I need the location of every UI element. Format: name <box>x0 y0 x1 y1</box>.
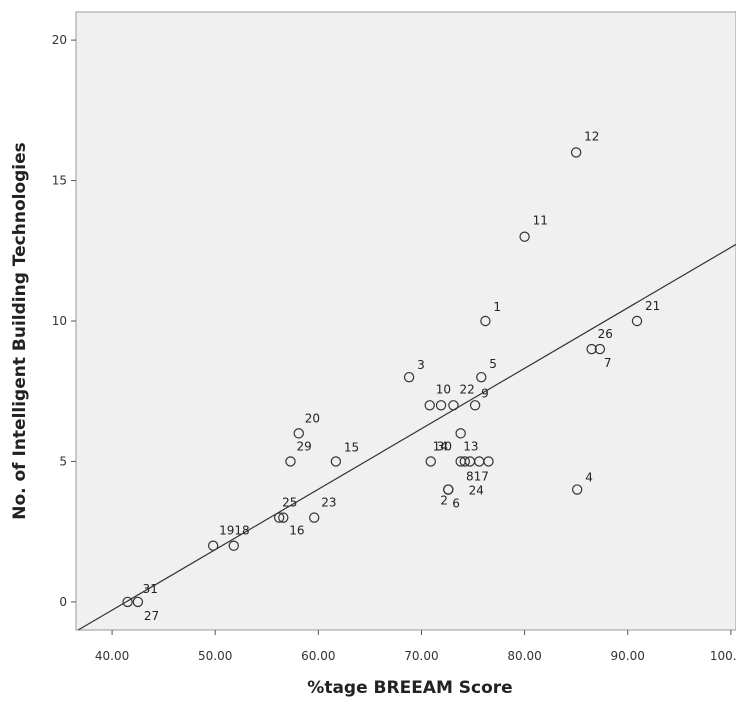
data-point <box>228 540 239 551</box>
data-point <box>132 596 144 608</box>
points-layer <box>122 147 643 608</box>
point-label: 2 <box>440 494 448 508</box>
data-point <box>459 456 470 467</box>
data-point <box>631 315 643 327</box>
point-label: 11 <box>533 214 548 228</box>
x-tick-label: 90.00 <box>611 649 645 663</box>
fit-line-layer <box>77 243 736 631</box>
data-point <box>425 456 436 467</box>
y-axis: 0 5 10 15 20 <box>52 33 76 609</box>
point-label: 14 <box>433 439 448 453</box>
point-label: 817 <box>466 469 489 483</box>
point-label: 15 <box>344 440 359 454</box>
data-point <box>273 512 285 523</box>
data-point <box>285 456 296 467</box>
data-point <box>443 484 454 495</box>
x-axis-title: %tage BREEAM Score <box>307 678 512 698</box>
data-point <box>480 315 491 327</box>
point-label: 27 <box>144 609 159 623</box>
y-tick-label: 20 <box>52 33 67 47</box>
data-point <box>424 400 435 411</box>
point-label: 7 <box>604 356 612 370</box>
data-point <box>455 456 466 467</box>
data-point <box>455 428 466 439</box>
point-label: 23 <box>321 496 336 510</box>
data-point <box>403 371 415 383</box>
point-label: 3 <box>417 358 425 372</box>
data-point <box>448 400 459 411</box>
point-label: 22 <box>459 382 474 396</box>
point-label: 5 <box>489 357 497 371</box>
y-axis-title: No. of Intelligent Building Technologies <box>10 142 30 520</box>
y-tick-label: 0 <box>59 595 67 609</box>
point-label: 21 <box>645 299 660 313</box>
data-point <box>476 371 487 383</box>
point-label: 20 <box>305 411 320 425</box>
point-label: 29 <box>297 439 312 453</box>
data-point <box>207 540 219 551</box>
x-tick-label: 40.00 <box>95 649 129 663</box>
data-point <box>570 147 582 158</box>
data-point <box>122 596 133 608</box>
y-tick-label: 5 <box>59 454 67 468</box>
x-tick-label: 60.00 <box>301 649 335 663</box>
data-point <box>483 456 494 467</box>
data-point <box>309 512 320 523</box>
point-label: 24 <box>469 483 484 497</box>
x-tick-label: 100.00 <box>710 649 736 663</box>
x-tick-label: 50.00 <box>198 649 232 663</box>
data-point <box>435 400 447 411</box>
x-tick-label: 80.00 <box>507 649 541 663</box>
y-tick-label: 15 <box>52 174 67 188</box>
point-label: 10 <box>436 382 451 396</box>
point-label: 30 <box>437 439 452 453</box>
data-point <box>278 512 289 523</box>
point-label: 4 <box>585 471 593 485</box>
point-label: 26 <box>598 327 613 341</box>
data-point <box>586 343 597 355</box>
data-point <box>594 343 606 355</box>
regression-line <box>77 243 736 631</box>
data-point <box>519 231 530 242</box>
point-label: 12 <box>584 129 599 143</box>
x-axis: 40.00 50.00 60.00 70.00 80.00 90.00 100.00 <box>95 630 736 663</box>
data-point <box>571 484 583 495</box>
plot-area <box>75 11 736 631</box>
y-tick-label: 10 <box>52 314 67 328</box>
data-point <box>293 428 304 439</box>
point-label: 1918 <box>219 524 250 538</box>
point-label: 25 <box>282 496 297 510</box>
point-label: 1 <box>493 300 501 314</box>
point-label: 16 <box>289 524 304 538</box>
x-tick-label: 70.00 <box>404 649 438 663</box>
point-label: 6 <box>452 497 460 511</box>
point-label: 13 <box>463 439 478 453</box>
point-label: 31 <box>143 582 158 596</box>
point-label: 9 <box>481 386 489 400</box>
data-point <box>469 400 481 411</box>
data-point <box>330 456 342 467</box>
